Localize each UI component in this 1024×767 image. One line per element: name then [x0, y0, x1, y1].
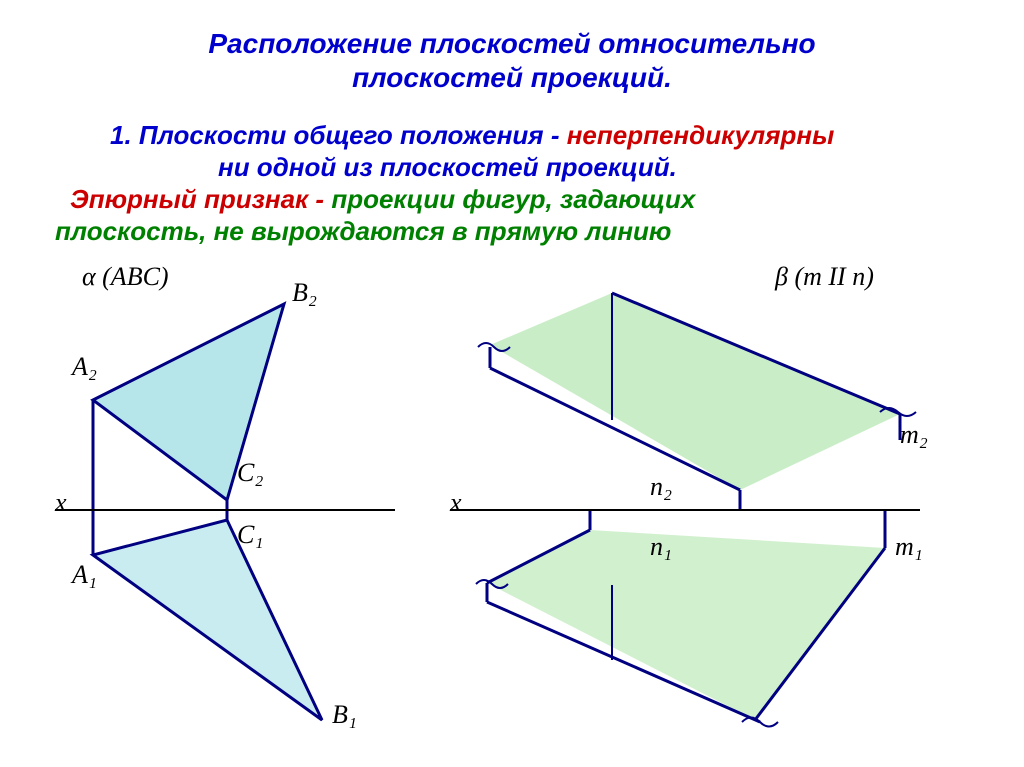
right-top-quad	[490, 293, 900, 490]
label-n1: n₁	[650, 532, 672, 562]
label-A2: A₂	[72, 352, 97, 382]
label-m2: m₂	[900, 420, 928, 450]
right-plane-label: β (m II n)	[775, 262, 874, 292]
label-C1: C₁	[237, 520, 263, 550]
label-A1: A₁	[72, 560, 97, 590]
page-root: Расположение плоскостей относительно пло…	[0, 0, 1024, 767]
label-n2: n₂	[650, 472, 672, 502]
label-m1: m₁	[895, 532, 923, 562]
label-B1: B₁	[332, 700, 357, 730]
right-diagram	[0, 0, 1024, 767]
right-axis-label: x	[450, 488, 462, 518]
right-wave-bot-right	[742, 718, 778, 727]
left-axis-label: x	[55, 488, 67, 518]
label-B2: B₂	[292, 278, 317, 308]
label-C2: C₂	[237, 458, 263, 488]
left-plane-label: α (ABC)	[82, 262, 169, 292]
